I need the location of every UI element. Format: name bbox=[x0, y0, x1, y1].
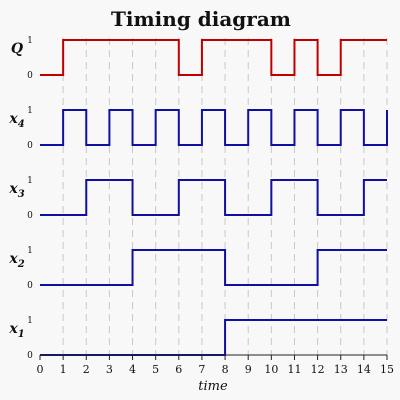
signal-row-Q: Q 0 1 bbox=[11, 36, 387, 81]
waveform-Q bbox=[40, 39, 387, 76]
signal-label-letter: x bbox=[8, 111, 18, 127]
level-label-0: 0 bbox=[27, 71, 33, 81]
level-label-0: 0 bbox=[27, 141, 33, 151]
x-tick-label: 13 bbox=[334, 363, 348, 376]
signal-label-letter: x bbox=[8, 321, 18, 337]
time-axis-ticks: 0 1 2 3 4 5 6 7 8 9 10 11 12 13 14 15 bbox=[37, 355, 394, 376]
x-tick-label: 0 bbox=[37, 363, 44, 376]
signal-label-subscript: 3 bbox=[18, 189, 25, 200]
level-label-1: 1 bbox=[27, 106, 33, 116]
signal-label-subscript: 1 bbox=[18, 329, 25, 340]
x-tick-label: 14 bbox=[357, 363, 371, 376]
waveform-x4 bbox=[40, 109, 388, 146]
signal-row-x2: x2 0 1 bbox=[8, 246, 387, 291]
level-label-1: 1 bbox=[27, 36, 33, 46]
x-tick-label: 7 bbox=[198, 363, 205, 376]
signal-label-x4: x4 bbox=[8, 111, 24, 130]
x-tick-label: 11 bbox=[287, 363, 301, 376]
x-tick-label: 8 bbox=[222, 363, 229, 376]
waveform-x3 bbox=[40, 179, 387, 216]
signal-label-x3: x3 bbox=[8, 181, 24, 200]
signal-label-letter: x bbox=[8, 251, 18, 267]
waveform-x2 bbox=[40, 249, 387, 286]
signal-row-x1: x1 0 1 bbox=[8, 316, 387, 361]
signal-label-Q: Q bbox=[11, 41, 23, 57]
signal-label-subscript: 4 bbox=[18, 119, 25, 130]
x-tick-label: 9 bbox=[245, 363, 252, 376]
signal-label-x1: x1 bbox=[8, 321, 24, 340]
x-tick-label: 1 bbox=[60, 363, 67, 376]
signal-label-subscript: 2 bbox=[17, 259, 25, 270]
chart-title: Timing diagram bbox=[111, 7, 291, 31]
x-tick-label: 10 bbox=[264, 363, 278, 376]
x-tick-label: 3 bbox=[106, 363, 113, 376]
signal-row-x3: x3 0 1 bbox=[8, 176, 387, 221]
level-label-1: 1 bbox=[27, 176, 33, 186]
x-tick-label: 12 bbox=[311, 363, 325, 376]
level-label-1: 1 bbox=[27, 316, 33, 326]
signal-label-letter: Q bbox=[11, 41, 23, 57]
level-label-0: 0 bbox=[27, 281, 33, 291]
level-label-0: 0 bbox=[27, 211, 33, 221]
waveform-x1 bbox=[40, 319, 387, 356]
level-label-0: 0 bbox=[27, 351, 33, 361]
time-axis-label: time bbox=[198, 379, 228, 394]
x-tick-label: 4 bbox=[129, 363, 136, 376]
x-tick-label: 5 bbox=[152, 363, 159, 376]
x-tick-label: 15 bbox=[380, 363, 394, 376]
x-tick-label: 6 bbox=[175, 363, 182, 376]
signal-label-x2: x2 bbox=[8, 251, 24, 270]
level-label-1: 1 bbox=[27, 246, 33, 256]
signal-label-letter: x bbox=[8, 181, 18, 197]
x-tick-label: 2 bbox=[83, 363, 90, 376]
signal-row-x4: x4 0 1 bbox=[8, 106, 388, 151]
